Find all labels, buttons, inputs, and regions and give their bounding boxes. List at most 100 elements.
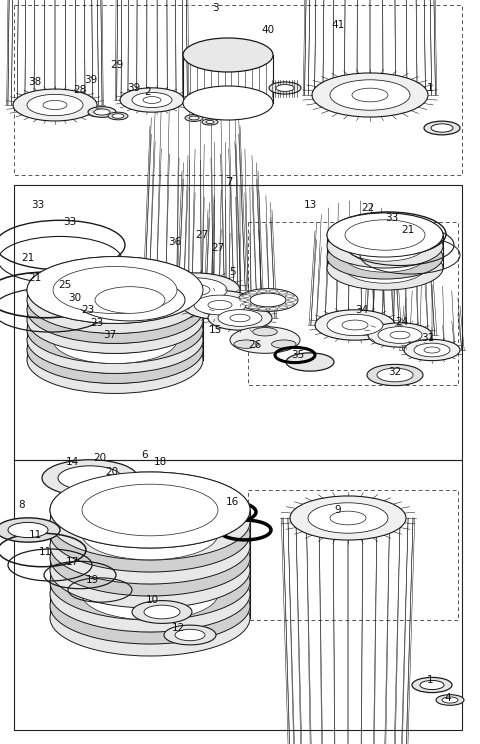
Ellipse shape [424,121,460,135]
Ellipse shape [50,472,250,548]
Ellipse shape [120,88,184,112]
Ellipse shape [27,307,203,373]
Ellipse shape [276,85,294,92]
Ellipse shape [0,518,60,542]
Text: 38: 38 [28,77,42,87]
Ellipse shape [183,86,273,120]
Text: 11: 11 [38,547,52,557]
Ellipse shape [150,273,240,307]
Ellipse shape [242,295,251,298]
Ellipse shape [75,297,185,339]
Text: 19: 19 [85,575,98,585]
Ellipse shape [164,625,216,645]
Ellipse shape [95,286,165,313]
Ellipse shape [163,278,227,302]
Ellipse shape [88,106,116,118]
Ellipse shape [327,246,443,290]
Ellipse shape [230,314,250,322]
Ellipse shape [94,488,166,516]
Ellipse shape [50,472,250,548]
Ellipse shape [278,306,288,308]
Ellipse shape [75,288,185,330]
Text: 33: 33 [385,213,398,223]
Text: 4: 4 [444,693,451,703]
Text: 17: 17 [65,557,79,567]
Ellipse shape [42,460,138,496]
Text: 1: 1 [427,83,433,93]
Ellipse shape [345,219,425,250]
Text: 3: 3 [212,3,218,13]
Ellipse shape [53,296,177,344]
Ellipse shape [82,568,218,620]
Text: 21: 21 [401,225,415,235]
Ellipse shape [377,368,413,382]
Text: 12: 12 [171,623,185,633]
Text: 27: 27 [195,230,209,240]
Ellipse shape [92,480,144,500]
Ellipse shape [258,308,267,310]
Ellipse shape [327,235,443,279]
Ellipse shape [27,286,203,353]
Ellipse shape [367,365,423,385]
Ellipse shape [180,284,210,295]
Ellipse shape [82,557,218,608]
Ellipse shape [82,592,218,644]
Ellipse shape [94,109,110,115]
Ellipse shape [352,88,388,102]
Text: 28: 28 [73,85,86,95]
Text: 5: 5 [228,267,235,277]
Text: 37: 37 [103,330,117,340]
Ellipse shape [95,295,165,322]
Ellipse shape [189,116,199,120]
Ellipse shape [285,295,294,298]
Ellipse shape [327,315,383,336]
Ellipse shape [175,629,205,641]
Ellipse shape [27,257,203,324]
Ellipse shape [75,324,185,366]
Ellipse shape [442,697,458,703]
Text: 2: 2 [144,87,151,97]
Ellipse shape [75,279,185,321]
Text: 40: 40 [262,25,275,35]
Ellipse shape [27,94,83,115]
Text: 30: 30 [69,293,82,303]
Ellipse shape [13,89,97,121]
Ellipse shape [53,266,177,313]
Text: 26: 26 [248,340,262,350]
Text: 27: 27 [211,243,225,253]
Ellipse shape [412,677,452,693]
Text: 14: 14 [65,457,79,467]
Ellipse shape [75,315,185,357]
Ellipse shape [182,291,258,319]
Ellipse shape [143,97,161,103]
Ellipse shape [345,242,425,272]
Ellipse shape [185,115,203,121]
Ellipse shape [95,323,165,349]
Ellipse shape [345,253,425,283]
Ellipse shape [342,320,368,330]
Ellipse shape [330,511,366,525]
Ellipse shape [253,327,277,336]
Ellipse shape [269,290,278,292]
Ellipse shape [43,100,67,109]
Ellipse shape [234,340,258,348]
Ellipse shape [345,231,425,261]
Ellipse shape [95,286,165,313]
Text: 20: 20 [106,467,119,477]
Ellipse shape [132,92,172,108]
Text: 31: 31 [421,333,434,343]
Text: 6: 6 [142,450,148,460]
Text: 33: 33 [63,217,77,227]
Ellipse shape [206,121,214,124]
Ellipse shape [50,532,250,608]
Text: 34: 34 [355,305,369,315]
Ellipse shape [218,310,262,327]
Ellipse shape [286,353,334,371]
Ellipse shape [27,297,203,363]
Text: 21: 21 [22,253,35,263]
Ellipse shape [424,347,440,353]
Text: 13: 13 [303,200,317,210]
Ellipse shape [82,544,218,596]
Ellipse shape [194,295,246,315]
Ellipse shape [8,522,48,538]
